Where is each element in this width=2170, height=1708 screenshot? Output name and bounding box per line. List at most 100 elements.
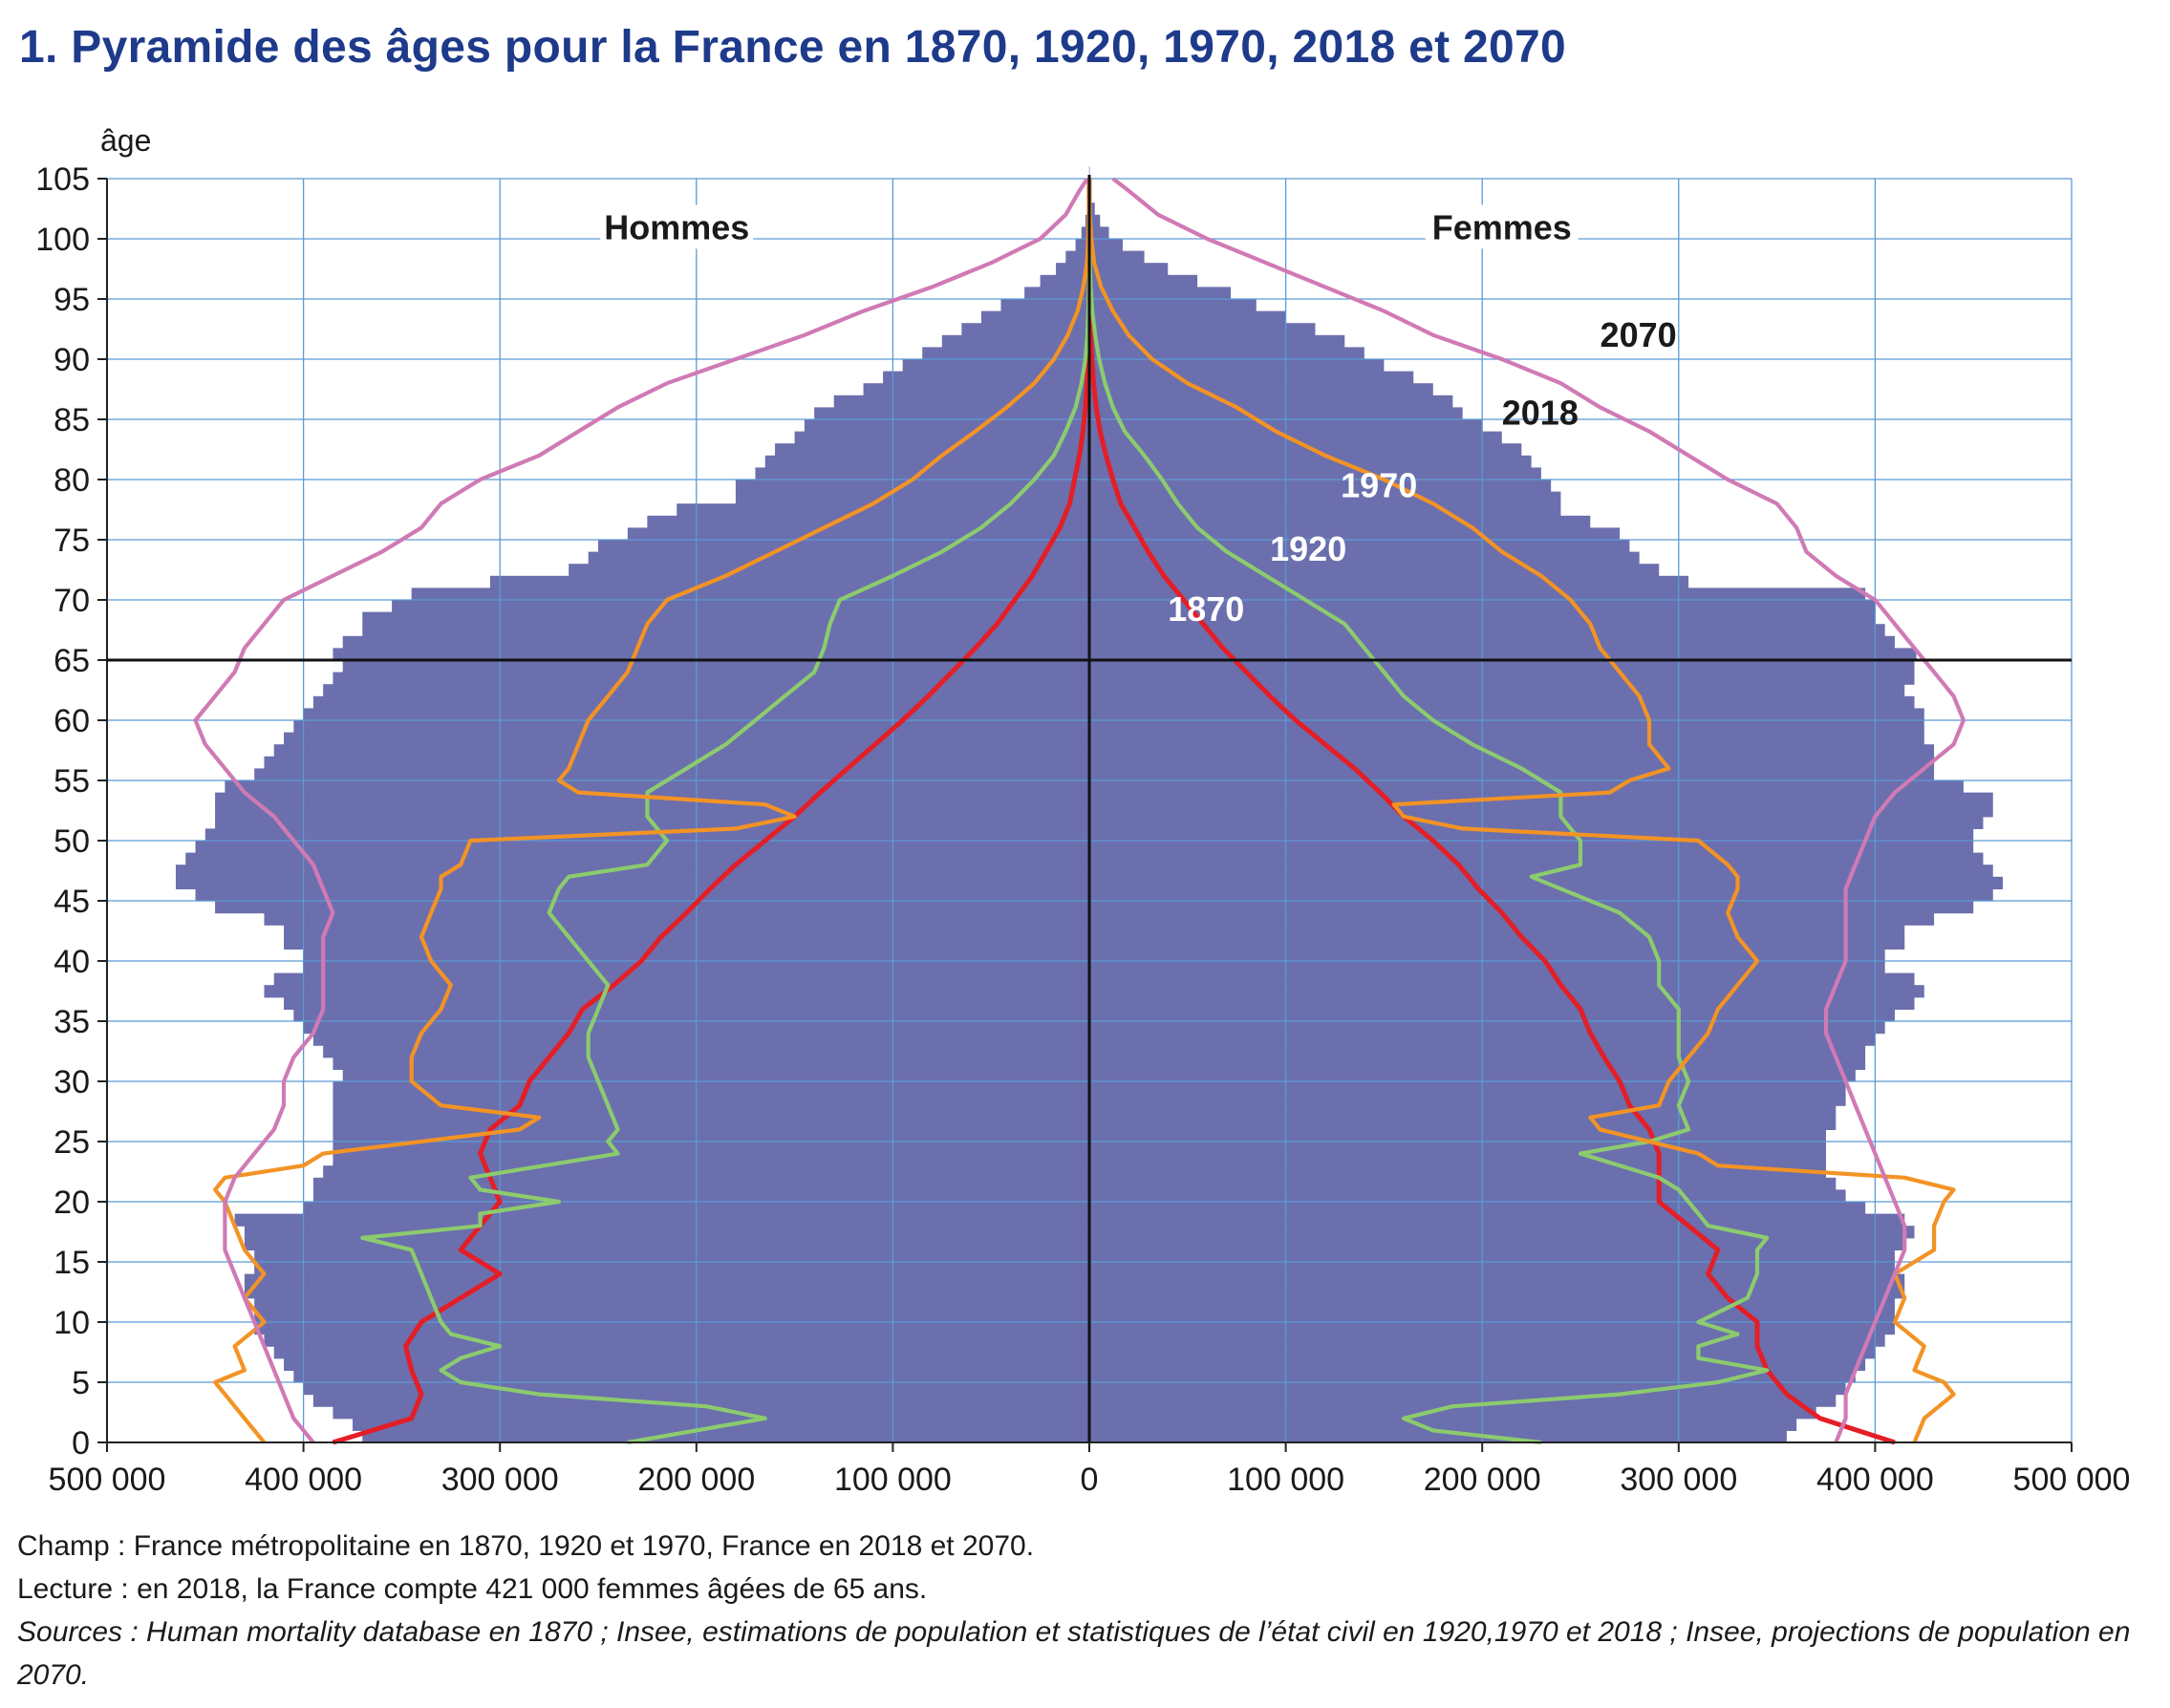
bar-2018-women-age-85 [1089, 407, 1463, 420]
bar-2018-women-age-74 [1089, 540, 1630, 553]
bar-2018-men-age-83 [794, 431, 1089, 444]
bar-2018-men-age-70 [411, 587, 1089, 601]
y-tick-label: 85 [54, 402, 90, 438]
left-group-label: Hommes [604, 207, 749, 246]
y-tick-label: 95 [54, 282, 90, 318]
bar-2018-men-age-25 [333, 1129, 1089, 1142]
bar-2018-men-age-21 [312, 1177, 1089, 1190]
bar-2018-men-age-8 [264, 1334, 1090, 1347]
bar-2018-men-age-30 [342, 1069, 1090, 1082]
bar-2018-women-age-43 [1089, 912, 1935, 926]
bar-2018-men-age-18 [234, 1213, 1089, 1227]
bar-2018-men-age-65 [333, 648, 1089, 661]
bar-2018-women-age-3 [1089, 1394, 1837, 1407]
bar-2018-men-age-79 [735, 480, 1089, 493]
bar-2018-men-age-0 [362, 1430, 1089, 1443]
bar-2018-women-age-92 [1089, 323, 1316, 336]
series-label-1970: 1970 [1341, 465, 1417, 504]
bar-2018-women-age-81 [1089, 455, 1532, 468]
bar-2018-men-age-78 [735, 491, 1089, 504]
bar-2018-women-age-83 [1089, 431, 1502, 444]
bar-2018-women-age-31 [1089, 1057, 1866, 1070]
bar-2018-women-age-54 [1089, 780, 1964, 794]
bar-2018-women-age-5 [1089, 1370, 1856, 1383]
bar-2018-women-age-27 [1089, 1105, 1837, 1119]
bar-2018-men-age-23 [333, 1153, 1089, 1166]
bar-2018-women-age-75 [1089, 527, 1621, 541]
bar-2018-men-age-6 [284, 1357, 1089, 1371]
bar-2018-men-age-66 [342, 635, 1090, 649]
bar-2018-women-age-88 [1089, 371, 1414, 384]
bar-2018-men-age-59 [293, 720, 1089, 734]
bar-2018-men-age-48 [185, 852, 1090, 865]
y-tick-label: 70 [54, 583, 90, 619]
y-tick-label: 100 [35, 222, 90, 258]
bar-2018-men-age-84 [804, 419, 1089, 433]
bar-2018-men-age-91 [941, 334, 1089, 348]
bar-2018-men-age-47 [175, 865, 1089, 878]
bar-2018-men-age-63 [333, 672, 1089, 685]
bar-2018-women-age-11 [1089, 1297, 1895, 1311]
chart-title: 1. Pyramide des âges pour la France en 1… [19, 22, 1567, 73]
bar-2018-men-age-90 [922, 347, 1089, 360]
bar-2018-women-age-40 [1089, 949, 1885, 962]
bar-2018-women-age-32 [1089, 1045, 1866, 1058]
bar-2018-women-age-9 [1089, 1322, 1895, 1335]
bar-2018-women-age-16 [1089, 1237, 1905, 1250]
bar-2018-women-age-79 [1089, 480, 1552, 493]
bar-2018-women-age-59 [1089, 720, 1924, 734]
bar-2018-women-age-2 [1089, 1406, 1816, 1420]
line-1870-men [332, 179, 1092, 1445]
bar-2018-women-age-0 [1089, 1430, 1787, 1443]
bar-2018-men-age-72 [569, 564, 1089, 577]
bar-2018-women-age-6 [1089, 1357, 1866, 1371]
bar-2018-men-age-24 [333, 1142, 1089, 1155]
bar-2018-women-age-63 [1089, 672, 1915, 685]
population-pyramid-chart: 0 5 10 15 20 25 30 35 40 45 50 55 60 65 70 75 80 85 90 95 10… [35, 123, 2130, 1498]
bar-2018-women-age-35 [1089, 1009, 1895, 1022]
bar-2018-women-age-58 [1089, 732, 1924, 745]
y-tick-label: 105 [35, 161, 90, 198]
bar-2018-women-age-37 [1089, 985, 1924, 998]
bar-2018-men-age-69 [392, 600, 1089, 613]
bar-2018-women-age-23 [1089, 1153, 1826, 1166]
bar-2018-women-age-67 [1089, 624, 1885, 637]
x-tick-label: 100 000 [834, 1462, 952, 1498]
bar-2018-men-age-61 [312, 695, 1089, 709]
y-tick-label: 0 [72, 1425, 90, 1462]
bar-2018-women-age-18 [1089, 1213, 1905, 1227]
bar-2018-women-age-91 [1089, 334, 1345, 348]
bar-2018-men-age-94 [1000, 299, 1089, 312]
bar-2018-men-age-41 [284, 936, 1089, 950]
bar-2018-women-age-94 [1089, 299, 1257, 312]
line-2070-men [193, 177, 1089, 1444]
y-tick-label: 35 [54, 1004, 90, 1040]
bar-2018-women-age-77 [1089, 503, 1561, 517]
bar-2018-men-age-81 [764, 455, 1089, 468]
bar-2018-women-age-66 [1089, 635, 1895, 649]
bar-2018-women-age-70 [1089, 587, 1866, 601]
bar-2018-men-age-98 [1065, 250, 1089, 264]
bar-2018-women-age-48 [1089, 852, 1984, 865]
bar-2018-men-age-10 [254, 1310, 1089, 1323]
bar-2018-men-age-89 [902, 359, 1089, 373]
bar-2018-women-age-64 [1089, 660, 1915, 673]
y-tick-label: 15 [54, 1245, 90, 1281]
bar-2018-men-age-71 [489, 575, 1089, 588]
chart-labels: 0 5 10 15 20 25 30 35 40 45 50 55 60 65 70 75 80 85 90 95 10… [35, 123, 2130, 1498]
bar-2018-women-age-82 [1089, 443, 1522, 457]
x-tick-label: 500 000 [2013, 1462, 2131, 1498]
bar-2018-women-age-36 [1089, 996, 1915, 1010]
bar-2018-men-age-86 [833, 395, 1089, 408]
bar-2018-women-age-8 [1089, 1334, 1885, 1347]
bar-2018-men-age-36 [284, 996, 1089, 1010]
y-tick-label: 45 [54, 884, 90, 920]
bar-2018-men-age-14 [254, 1262, 1089, 1275]
axes [97, 175, 2073, 1452]
bar-2018-women-age-22 [1089, 1165, 1826, 1179]
bar-2018-men-age-76 [647, 515, 1089, 528]
bar-2018-men-age-35 [293, 1009, 1089, 1022]
bar-2018-men-age-57 [273, 744, 1089, 758]
bar-2018-women-age-1 [1089, 1418, 1797, 1431]
bar-2018-men-age-32 [323, 1045, 1089, 1058]
